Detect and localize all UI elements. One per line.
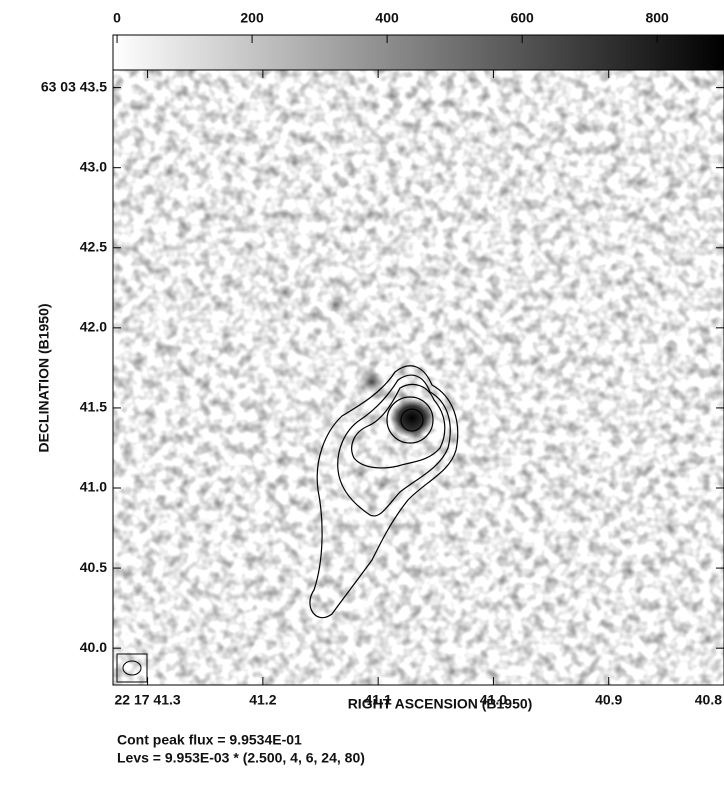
- colorbar-tick-label: 400: [375, 10, 399, 26]
- x-tick-label: 41.0: [480, 692, 507, 708]
- x-tick-label: 41.2: [249, 692, 276, 708]
- y-tick-label: 42.5: [80, 238, 107, 254]
- colorbar-tick-label: 0: [113, 10, 121, 26]
- note: Cont peak flux = 9.9534E-01: [117, 732, 302, 748]
- y-tick-label: 41.0: [80, 479, 107, 495]
- x-tick-label: 40.9: [595, 692, 622, 708]
- colorbar: [112, 34, 724, 71]
- y-axis-label: DECLINATION (B1950): [36, 303, 52, 452]
- image: [113, 70, 724, 685]
- y-tick-label: 42.0: [80, 319, 107, 335]
- x-axis-label: RIGHT ASCENSION (B1950): [348, 696, 533, 712]
- y-tick-label: 40.5: [80, 559, 107, 575]
- y-tick-label: 43.0: [80, 158, 107, 174]
- x-tick-label: 22 17 41.3: [114, 692, 180, 708]
- y-tick-label: 41.5: [80, 399, 107, 415]
- beam: [122, 660, 142, 676]
- plot-frame: [112, 69, 724, 686]
- x-tick-label: 41.1: [365, 692, 392, 708]
- colorbar-tick-label: 200: [240, 10, 264, 26]
- y-tick-label: 63 03 43.5: [41, 78, 107, 94]
- colorbar-tick-label: 600: [510, 10, 534, 26]
- beam-box: [116, 653, 148, 683]
- colorbar-tick-label: 800: [645, 10, 669, 26]
- note: Levs = 9.953E-03 * (2.500, 4, 6, 24, 80): [117, 750, 365, 766]
- x-tick-label: 40.8: [695, 692, 722, 708]
- y-tick-label: 40.0: [80, 639, 107, 655]
